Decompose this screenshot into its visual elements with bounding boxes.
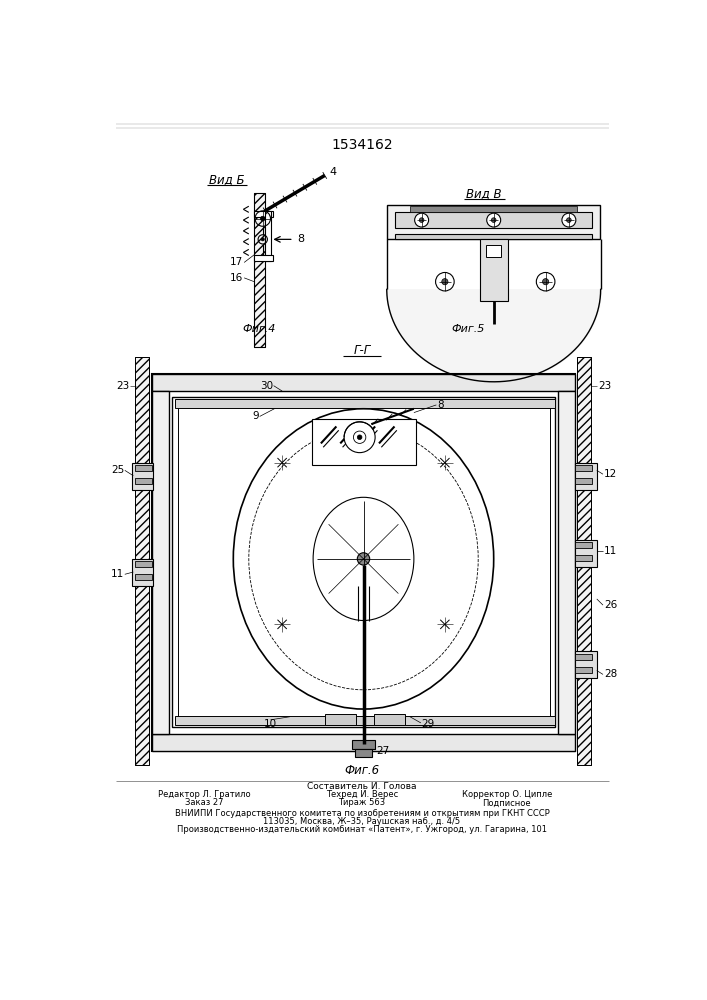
Bar [575, 555, 592, 561]
Text: Редактор Л. Гратило: Редактор Л. Гратило [158, 790, 251, 799]
Text: 16: 16 [230, 273, 243, 283]
Bar [255, 255, 273, 261]
Circle shape [357, 435, 362, 440]
Bar [152, 734, 575, 751]
Ellipse shape [313, 497, 414, 620]
Text: Техред И. Верес: Техред И. Верес [326, 790, 398, 799]
Text: 8: 8 [298, 234, 305, 244]
Text: Вид В: Вид В [466, 187, 501, 200]
Bar [575, 463, 597, 490]
Text: 8: 8 [437, 400, 444, 410]
Bar [577, 357, 590, 765]
Bar [575, 465, 592, 471]
Bar [152, 374, 575, 391]
Bar [135, 357, 149, 765]
Text: 11: 11 [111, 569, 124, 579]
Text: 17: 17 [230, 257, 243, 267]
Bar [395, 234, 592, 239]
Bar [558, 391, 575, 734]
Circle shape [491, 218, 496, 222]
Text: 26: 26 [604, 600, 617, 610]
Text: 10: 10 [264, 719, 277, 729]
Bar [255, 193, 265, 347]
Bar [135, 561, 152, 567]
Circle shape [436, 272, 454, 291]
Circle shape [261, 238, 264, 241]
Text: Тираж 563: Тираж 563 [339, 798, 385, 807]
Bar [135, 478, 152, 484]
Bar [152, 374, 575, 751]
Text: Корректор О. Ципле: Корректор О. Ципле [462, 790, 552, 799]
Circle shape [344, 422, 375, 453]
Text: 23: 23 [598, 381, 612, 391]
Circle shape [537, 272, 555, 291]
Text: 23: 23 [116, 381, 129, 391]
Text: 30: 30 [259, 381, 273, 391]
Text: 113035, Москва, Ж–35, Раушская наб., д. 4/5: 113035, Москва, Ж–35, Раушская наб., д. … [264, 817, 460, 826]
Bar [255, 193, 265, 347]
Bar [135, 574, 152, 580]
Text: 28: 28 [604, 669, 617, 679]
Bar [577, 357, 590, 765]
Bar [387, 205, 600, 239]
Bar [410, 206, 577, 212]
Bar [575, 654, 592, 660]
Bar [152, 391, 169, 734]
Bar [575, 478, 592, 484]
Bar [132, 559, 153, 586]
Text: Фиг.5: Фиг.5 [452, 324, 485, 334]
Circle shape [486, 213, 501, 227]
Text: Фиг.4: Фиг.4 [243, 324, 276, 334]
Text: ВНИИПИ Государственного комитета по изобретениям и открытиям при ГКНТ СССР: ВНИИПИ Государственного комитета по изоб… [175, 808, 549, 818]
Text: Фиг.6: Фиг.6 [344, 764, 380, 777]
Bar [352, 740, 375, 749]
Bar [175, 399, 555, 408]
Bar [172, 397, 555, 727]
Bar [265, 211, 271, 261]
Bar [575, 540, 597, 567]
Bar [373, 714, 404, 725]
Bar [355, 749, 372, 757]
Text: Заказ 27: Заказ 27 [185, 798, 224, 807]
Text: 29: 29 [421, 719, 435, 729]
Bar [255, 211, 273, 217]
Bar [486, 245, 501, 257]
Text: Г-Г: Г-Г [354, 344, 370, 358]
Text: Подписное: Подписное [483, 798, 531, 807]
Bar [480, 239, 508, 301]
Bar [177, 403, 549, 721]
Text: Составитель И. Голова: Составитель И. Голова [308, 782, 416, 791]
Bar [312, 419, 416, 465]
Bar [132, 463, 153, 490]
Text: 11: 11 [604, 546, 617, 556]
Circle shape [566, 218, 571, 222]
Circle shape [419, 218, 424, 222]
Ellipse shape [233, 409, 493, 709]
Circle shape [357, 553, 370, 565]
Text: 4: 4 [329, 167, 337, 177]
Circle shape [562, 213, 575, 227]
Text: 1534162: 1534162 [331, 138, 393, 152]
Bar [575, 667, 592, 673]
Text: 12: 12 [604, 469, 617, 479]
Text: Вид Б: Вид Б [209, 174, 244, 187]
Text: 25: 25 [111, 465, 124, 475]
Circle shape [542, 279, 549, 285]
Circle shape [442, 279, 448, 285]
Bar [575, 651, 597, 678]
Bar [325, 714, 356, 725]
Bar [135, 357, 149, 765]
Text: 27: 27 [377, 746, 390, 756]
Bar [135, 465, 152, 471]
Circle shape [414, 213, 428, 227]
Circle shape [260, 216, 265, 221]
Bar [575, 542, 592, 548]
Text: Производственно-издательский комбинат «Патент», г. Ужгород, ул. Гагарина, 101: Производственно-издательский комбинат «П… [177, 825, 547, 834]
Bar [395, 212, 592, 228]
Text: 9: 9 [252, 411, 259, 421]
Bar [175, 716, 555, 725]
